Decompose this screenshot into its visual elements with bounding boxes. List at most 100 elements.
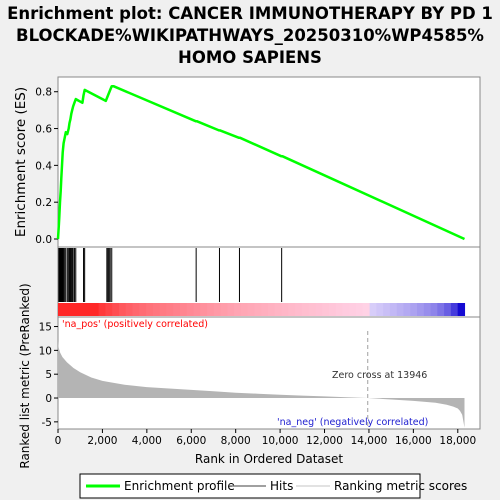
chart-title-line-1: Enrichment plot: CANCER IMMUNOTHERAPY BY… [7,4,493,23]
rank-color-segment [349,303,357,316]
rank-color-segment [213,303,222,316]
rank-color-segment [281,303,289,316]
rank-color-segment [125,303,134,316]
xtick-label: 8,000 [221,435,251,447]
ranked-metric-series [58,331,465,429]
rank-color-segment [98,303,107,316]
rank-color-segment [417,303,425,316]
es-axis-label: Enrichment score (ES) [13,87,29,237]
enrichment-profile-series [56,84,466,241]
rank-color-segment [295,303,303,316]
rank-color-segment [457,303,466,316]
rank-color-segment [146,303,154,316]
rank-color-segment [403,303,411,316]
rank-color-segment [342,303,350,316]
es-ytick-label: 0.6 [35,124,52,136]
metric-ytick-label: 10 [39,345,52,357]
rank-color-segment [376,303,384,316]
rank-color-segment [207,303,215,316]
rank-color-segment [112,303,120,316]
rank-color-segment [322,303,330,316]
rank-color-segment [308,303,317,316]
rank-color-segment [179,303,188,316]
x-axis-label: Rank in Ordered Dataset [195,452,343,466]
rank-color-segment [383,303,391,316]
rank-color-segment [437,303,445,316]
rank-color-segment [369,303,377,316]
rank-color-segment [193,303,201,316]
enrichment-profile-line [56,84,466,241]
pos-correlated-label: 'na_pos' (positively correlated) [62,319,208,330]
es-ytick-label: 0.4 [35,160,52,172]
rank-color-segment [166,303,174,316]
rank-color-segment [220,303,228,316]
es-ytick-label: 0.2 [35,197,52,209]
rank-color-segment [85,303,93,316]
legend: Enrichment profile Hits Ranking metric sco… [86,479,467,493]
rank-color-segment [91,303,100,316]
rank-color-segment [64,303,73,316]
xtick-label: 16,000 [395,435,432,447]
rank-color-segment [274,303,283,316]
rank-color-segment [227,303,235,316]
rank-color-segment [396,303,405,316]
zero-cross-label: Zero cross at 13946 [332,370,427,381]
xtick-label: 4,000 [132,435,162,447]
rank-color-segment [315,303,323,316]
rank-color-segment [450,303,459,316]
rank-color-segment [254,303,262,316]
xtick-label: 14,000 [351,435,388,447]
xtick-label: 12,000 [306,435,343,447]
rank-color-segment [430,303,438,316]
rank-color-segment [78,303,86,316]
rank-color-segment [335,303,344,316]
rank-color-segment [200,303,208,316]
metric-panel-frame [57,316,481,430]
rank-color-segment [132,303,140,316]
xtick-label: 18,000 [439,435,476,447]
rank-color-segment [328,303,337,316]
xtick-label: 6,000 [176,435,206,447]
es-ytick-label: 0.0 [35,234,52,246]
neg-correlated-label: 'na_neg' (negatively correlated) [277,417,428,428]
rank-color-segment [240,303,249,316]
rank-color-segment [234,303,242,316]
legend-label: Ranking metric scores [334,479,467,493]
rank-color-segment [268,303,276,316]
rank-color-segment [410,303,418,316]
metric-ytick-label: 15 [39,322,52,334]
metric-axis-label: Ranked list metric (PreRanked) [18,283,32,468]
rank-color-segment [261,303,269,316]
xtick-label: 2,000 [87,435,117,447]
rank-color-segment [58,303,66,316]
rank-color-segment [288,303,296,316]
legend-label: Enrichment profile [124,479,235,493]
rank-color-segment [173,303,181,316]
metric-ytick-label: -5 [42,417,52,429]
rank-color-segment [444,303,452,316]
rank-color-segment [356,303,364,316]
hit-marks [58,248,283,302]
chart-title-line-2: BLOCKADE%WIKIPATHWAYS_20250310%WP4585% [16,26,484,45]
metric-ytick-label: 5 [45,369,52,381]
rank-color-segment [389,303,398,316]
rank-color-segment [186,303,195,316]
rank-color-segment [139,303,147,316]
es-ytick-label: 0.8 [35,87,52,99]
rank-color-segment [118,303,127,316]
metric-ytick-label: 0 [45,393,52,405]
xtick-label: 0 [55,435,62,447]
rank-color-segment [247,303,256,316]
rank-color-segment [301,303,310,316]
legend-label: Hits [270,479,293,493]
es-panel-ticks: 0.0 0.2 0.4 0.6 0.8 [35,87,58,246]
chart-title-line-3: HOMO SAPIENS [178,48,322,67]
rank-color-segment [423,303,432,316]
rank-color-segment [152,303,161,316]
es-panel-frame [57,76,481,248]
rank-color-segment [71,303,79,316]
rank-color-segment [159,303,167,316]
